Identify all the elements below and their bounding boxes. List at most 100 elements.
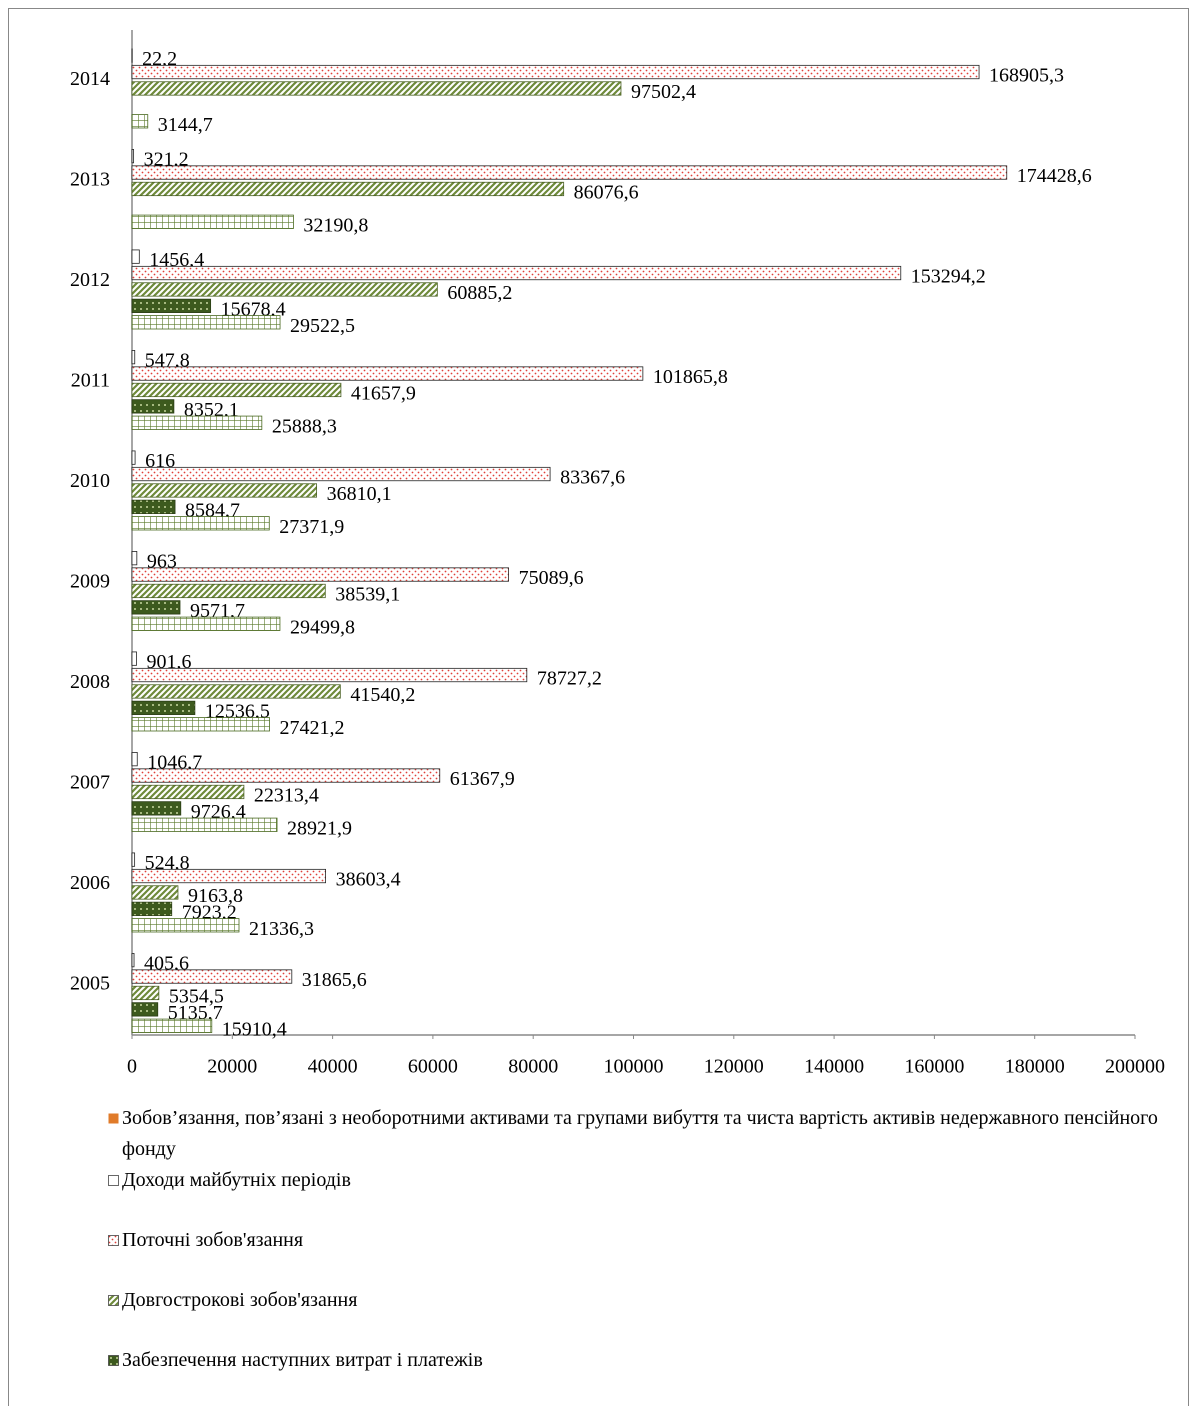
value-label: 38603,4 [336, 869, 401, 891]
bar [131, 717, 270, 732]
legend-item: Довгострокові зобов'язання [108, 1285, 1158, 1316]
legend-label: Поточні зобов'язання [122, 1229, 304, 1251]
value-label: 153294,2 [911, 266, 986, 288]
bar [131, 466, 551, 482]
legend-swatch [108, 1235, 119, 1246]
bar [131, 600, 181, 615]
value-label: 86076,6 [574, 182, 639, 204]
bar [131, 768, 441, 783]
value-label: 27421,2 [280, 717, 345, 739]
bar [131, 214, 294, 229]
bar [131, 700, 196, 715]
value-label: 901,6 [147, 651, 192, 673]
value-label: 5354,5 [169, 986, 224, 1008]
bar [131, 282, 438, 297]
x-tick-label: 120000 [704, 1056, 764, 1078]
legend-item: Забезпечення наступних витрат і платежів [108, 1345, 1158, 1376]
bar [131, 885, 179, 900]
bar [131, 265, 902, 281]
value-label: 524,8 [145, 852, 190, 874]
legend-item: Зобов’язання, пов’язані з необоротними а… [108, 1103, 1158, 1165]
value-label: 22,2 [142, 48, 177, 70]
bar [131, 801, 182, 816]
bar [131, 149, 135, 164]
value-label: 174428,6 [1017, 165, 1092, 187]
legend-item: Поточні зобов'язання [108, 1225, 1158, 1256]
bar [131, 901, 173, 916]
bar [131, 667, 528, 683]
bar [131, 366, 644, 381]
bar [131, 181, 565, 197]
value-label: 32190,8 [303, 214, 368, 236]
bar [131, 499, 176, 514]
bar [131, 415, 263, 430]
value-label: 547,8 [145, 350, 190, 372]
bar [131, 852, 136, 867]
value-label: 60885,2 [447, 282, 512, 304]
value-label: 21336,3 [249, 918, 314, 940]
x-tick-label: 60000 [408, 1056, 458, 1078]
y-tick-label: 2005 [70, 972, 110, 994]
y-tick-label: 2011 [71, 369, 110, 391]
bar [131, 382, 342, 398]
legend-label: Зобов’язання, пов’язані з необоротними а… [122, 1107, 1158, 1160]
bar [131, 1018, 213, 1033]
bar [131, 399, 175, 414]
bar [131, 684, 341, 699]
bar [131, 298, 212, 313]
value-label: 36810,1 [327, 483, 392, 505]
value-label: 168905,3 [989, 65, 1064, 87]
value-label: 61367,9 [450, 768, 515, 790]
bar [131, 985, 160, 1001]
y-tick-label: 2012 [70, 269, 110, 291]
y-tick-label: 2007 [70, 771, 110, 793]
bar [131, 249, 140, 264]
value-label: 9571,7 [190, 600, 245, 622]
bar [131, 651, 137, 666]
legend-swatch [108, 1355, 119, 1366]
value-label: 616 [145, 450, 175, 472]
value-label: 78727,2 [537, 668, 602, 690]
y-tick-label: 2008 [70, 671, 110, 693]
value-label: 28921,9 [287, 817, 352, 839]
legend-label: Довгострокові зобов'язання [122, 1289, 358, 1311]
bar [131, 551, 138, 566]
bar [131, 567, 509, 582]
value-label: 29499,8 [290, 616, 355, 638]
legend: Зобов’язання, пов’язані з необоротними а… [108, 1103, 1158, 1376]
value-label: 321,2 [144, 149, 189, 171]
bar [131, 165, 1008, 180]
value-label: 27371,9 [279, 516, 344, 538]
bar [131, 918, 240, 933]
bar [131, 483, 318, 498]
value-label: 9163,8 [188, 885, 243, 907]
bar [131, 616, 281, 631]
value-label: 5135,7 [168, 1002, 223, 1024]
bar [131, 64, 980, 80]
chart: 0 20000 40000 60000 80000 100000 120000 140000 1… [70, 30, 1165, 1078]
bar [131, 784, 245, 800]
bar [131, 953, 135, 968]
value-label: 9726,4 [191, 801, 246, 823]
x-tick-label: 100000 [604, 1056, 664, 1078]
bar [131, 516, 270, 531]
value-label: 15678,4 [221, 298, 286, 320]
value-label: 41657,9 [351, 383, 416, 405]
value-label: 83367,6 [560, 467, 625, 489]
x-tick-label: 40000 [308, 1056, 358, 1078]
value-label: 29522,5 [290, 315, 355, 337]
bar [131, 969, 293, 984]
x-tick-label: 180000 [1005, 1056, 1065, 1078]
value-label: 3144,7 [158, 114, 213, 136]
legend-label: Доходи майбутніх періодів [122, 1169, 351, 1191]
value-label: 101865,8 [653, 366, 728, 388]
legend-label: Забезпечення наступних витрат і платежів [122, 1349, 483, 1371]
value-label: 38539,1 [335, 584, 400, 606]
value-label: 15910,4 [222, 1018, 287, 1040]
x-tick-label: 140000 [804, 1056, 864, 1078]
x-tick-label: 160000 [904, 1056, 964, 1078]
value-label: 25888,3 [272, 415, 337, 437]
bar [131, 817, 278, 832]
x-tick-label: 20000 [207, 1056, 257, 1078]
